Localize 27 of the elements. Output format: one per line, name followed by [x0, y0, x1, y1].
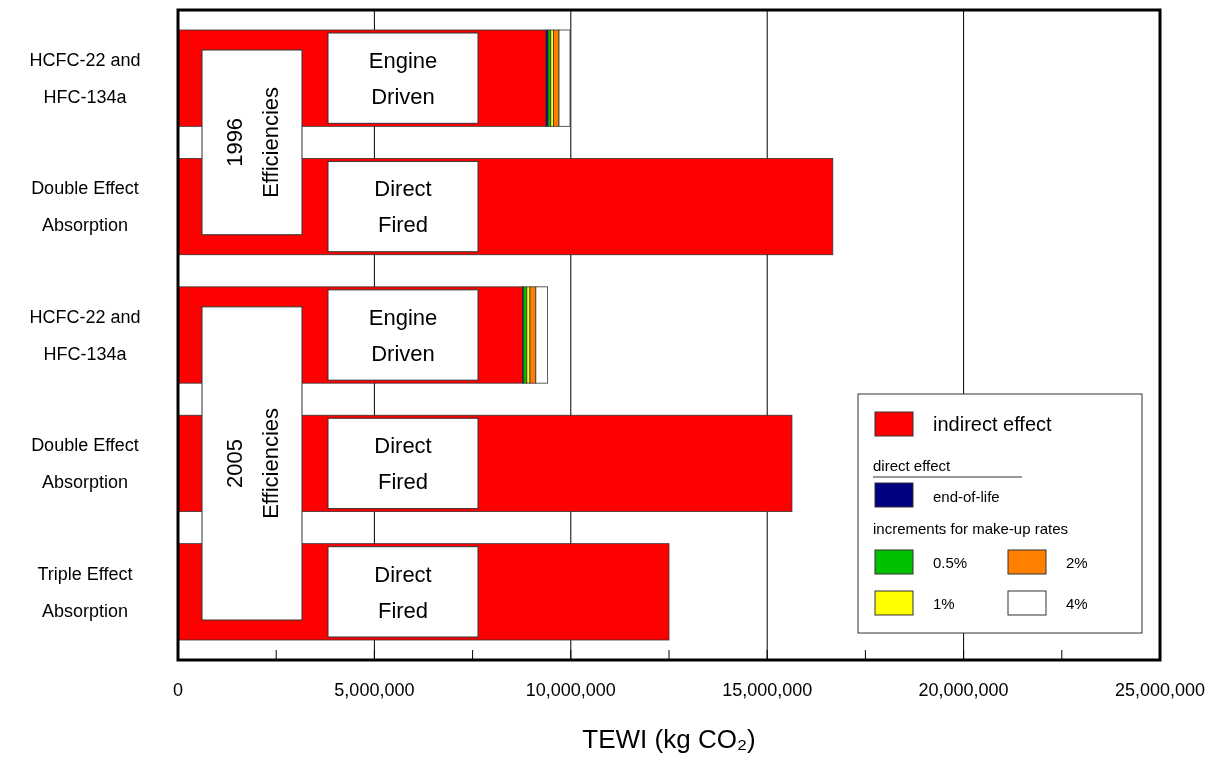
x-axis-title: TEWI (kg CO₂) — [582, 724, 756, 754]
legend-label: indirect effect — [933, 413, 1053, 435]
legend-label: 2% — [1066, 554, 1088, 571]
y-tick-label: HCFC-22 and HFC-134a — [29, 49, 141, 107]
annotation: Direct Fired — [374, 561, 432, 623]
x-tick-label: 0 — [172, 680, 184, 700]
y-tick-label: Triple Effect Absorption — [37, 563, 133, 621]
legend-label: 0.5% — [933, 554, 968, 571]
x-tick-label: 15,000,000 — [722, 680, 813, 700]
annotation: direct effect — [873, 457, 952, 474]
y-tick-label: HCFC-22 and HFC-134a — [29, 306, 141, 364]
annotation: 1996 Efficiencies — [221, 86, 283, 198]
x-tick-label: 10,000,000 — [525, 680, 616, 700]
annotation: increments for make-up rates — [873, 520, 1069, 537]
annotation: Direct Fired — [374, 433, 432, 495]
x-tick-label: 20,000,000 — [918, 680, 1009, 700]
y-tick-label: Double Effect Absorption — [31, 178, 139, 236]
y-tick-label: Double Effect Absorption — [31, 435, 139, 493]
annotation: 2005 Efficiencies — [221, 407, 283, 519]
annotation: Engine Driven — [368, 47, 438, 109]
legend-label: 4% — [1066, 595, 1088, 612]
legend-label: 1% — [933, 595, 955, 612]
legend-label: end-of-life — [933, 488, 1000, 505]
annotation: Direct Fired — [374, 176, 432, 238]
x-tick-label: 25,000,000 — [1114, 680, 1206, 700]
x-tick-label: 5,000,000 — [334, 680, 415, 700]
annotation: Engine Driven — [368, 304, 438, 366]
